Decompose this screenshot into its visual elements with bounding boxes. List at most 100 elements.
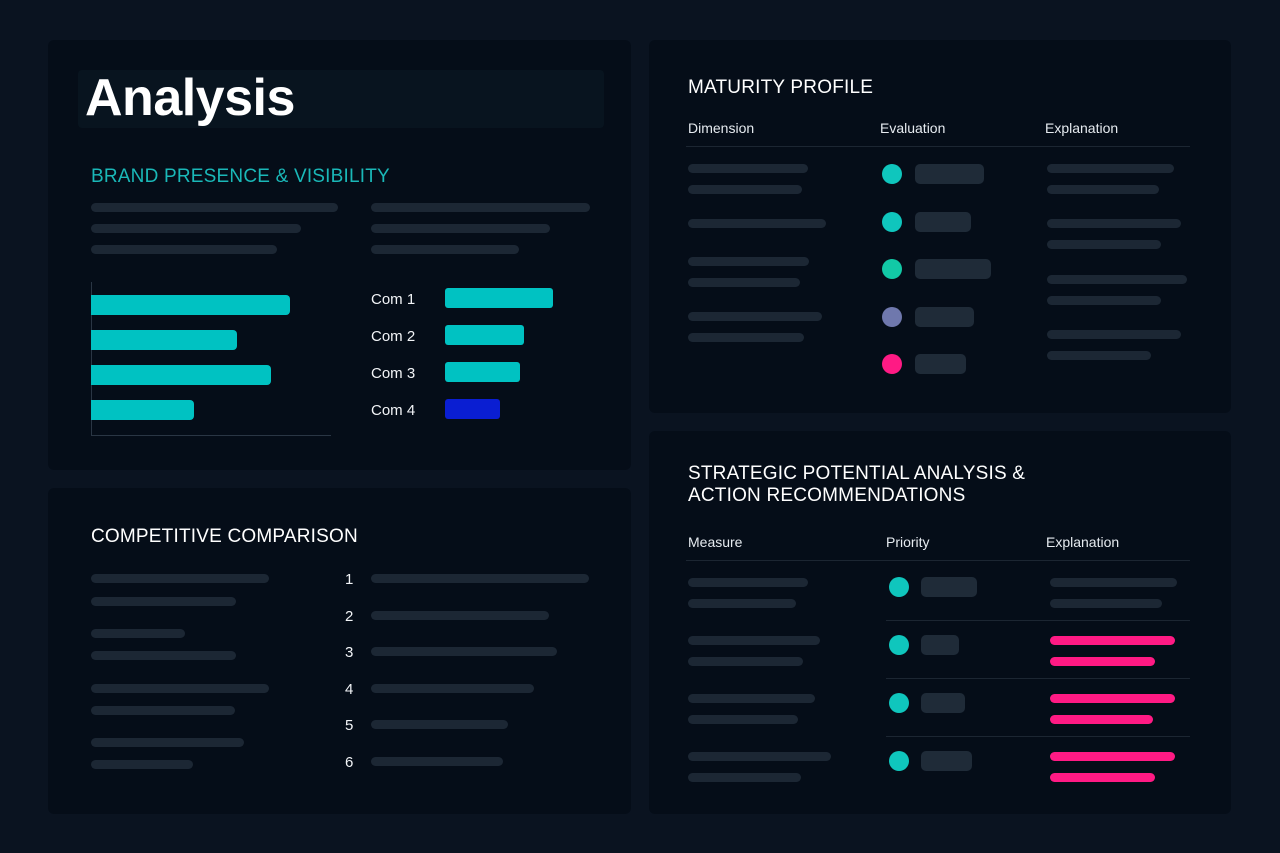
strategic-panel: STRATEGIC POTENTIAL ANALYSIS & ACTION RE…: [649, 431, 1231, 814]
highlight-line: [1050, 715, 1153, 724]
status-dot: [882, 164, 902, 184]
column-header-dimension: Dimension: [688, 120, 755, 136]
priority-dot: [889, 635, 909, 655]
rank-number: 4: [345, 680, 354, 698]
text-placeholder: [371, 574, 589, 583]
text-placeholder: [688, 773, 801, 782]
legend-bar: [445, 399, 500, 419]
text-placeholder: [1050, 599, 1162, 608]
highlight-line: [1050, 752, 1175, 761]
maturity-panel: MATURITY PROFILE Dimension Evaluation Ex…: [649, 40, 1231, 413]
text-placeholder: [688, 636, 820, 645]
status-dot: [882, 354, 902, 374]
text-placeholder: [371, 720, 508, 729]
text-placeholder: [371, 756, 503, 766]
highlight-line: [1050, 657, 1155, 666]
column-header-measure: Measure: [688, 534, 743, 550]
legend-bar: [445, 362, 520, 382]
text-placeholder: [1047, 275, 1187, 284]
maturity-heading: MATURITY PROFILE: [688, 77, 874, 98]
rank-number: 1: [345, 571, 354, 588]
status-dot: [882, 259, 902, 279]
brand-panel: Analysis BRAND PRESENCE & VISIBILITY Com…: [48, 40, 631, 470]
rank-number: 5: [345, 717, 354, 734]
text-placeholder: [91, 224, 301, 233]
chart-bar: [91, 365, 271, 385]
competitive-panel: COMPETITIVE COMPARISON 1 2 3 4 5 6: [48, 488, 631, 814]
evaluation-badge: [915, 306, 974, 327]
text-placeholder: [688, 578, 808, 587]
legend-label: Com 4: [371, 402, 416, 419]
chart-bar: [91, 400, 194, 420]
highlight-line: [1050, 773, 1155, 782]
text-placeholder: [371, 610, 549, 620]
brand-heading: BRAND PRESENCE & VISIBILITY: [91, 166, 390, 187]
column-header-priority: Priority: [886, 534, 930, 550]
text-placeholder: [1050, 578, 1177, 587]
legend-label: Com 3: [371, 365, 416, 382]
text-placeholder: [1047, 240, 1161, 249]
page-title: Analysis: [85, 69, 295, 127]
text-placeholder: [688, 312, 822, 321]
evaluation-badge: [915, 164, 984, 184]
text-placeholder: [371, 683, 534, 693]
text-placeholder: [688, 219, 826, 228]
text-placeholder: [91, 684, 269, 693]
chart-bar: [91, 330, 237, 350]
text-placeholder: [91, 203, 338, 212]
text-placeholder: [688, 657, 803, 666]
chart-legend: Com 1 Com 2 Com 3 Com 4: [371, 288, 611, 428]
text-placeholder: [688, 257, 809, 266]
priority-dot: [889, 577, 909, 597]
priority-badge: [921, 693, 965, 713]
rank-number: 6: [345, 753, 354, 771]
text-placeholder: [688, 599, 796, 608]
text-placeholder: [91, 706, 235, 715]
legend-bar: [445, 325, 524, 345]
highlight-line: [1050, 694, 1175, 703]
text-placeholder: [688, 715, 798, 724]
text-placeholder: [371, 224, 550, 233]
chart-y-axis: [91, 282, 92, 436]
text-placeholder: [91, 629, 185, 638]
strategic-heading-line2: ACTION RECOMMENDATIONS: [688, 485, 966, 506]
priority-dot: [889, 751, 909, 771]
highlight-line: [1050, 636, 1175, 645]
chart-x-axis: [91, 435, 331, 436]
text-placeholder: [91, 738, 244, 747]
row-divider: [886, 620, 1190, 621]
legend-label: Com 2: [371, 328, 416, 345]
bar-chart: [91, 282, 331, 436]
text-placeholder: [688, 694, 815, 703]
rank-number: 2: [345, 607, 354, 625]
text-placeholder: [1047, 185, 1159, 194]
text-placeholder: [688, 278, 800, 287]
priority-badge: [921, 635, 959, 655]
text-placeholder: [688, 752, 831, 761]
priority-badge: [921, 577, 977, 597]
rank-number: 3: [345, 644, 354, 661]
column-header-explanation: Explanation: [1045, 120, 1119, 136]
text-placeholder: [688, 185, 802, 194]
evaluation-badge: [915, 211, 971, 232]
text-placeholder: [91, 574, 269, 583]
text-placeholder: [688, 164, 808, 173]
text-placeholder: [371, 245, 519, 254]
header-divider: [686, 146, 1190, 147]
status-dot: [882, 306, 902, 327]
header-divider: [686, 560, 1190, 561]
row-divider: [886, 678, 1190, 679]
text-placeholder: [371, 203, 590, 212]
text-placeholder: [688, 333, 804, 342]
text-placeholder: [91, 760, 193, 769]
text-placeholder: [91, 651, 236, 660]
chart-bar: [91, 295, 290, 315]
strategic-heading-line1: STRATEGIC POTENTIAL ANALYSIS &: [688, 463, 1026, 484]
text-placeholder: [371, 647, 557, 656]
text-placeholder: [1047, 296, 1161, 305]
text-placeholder: [91, 245, 277, 254]
column-header-explanation: Explanation: [1046, 534, 1120, 550]
priority-dot: [889, 693, 909, 713]
column-header-evaluation: Evaluation: [880, 120, 946, 136]
evaluation-badge: [915, 354, 966, 374]
